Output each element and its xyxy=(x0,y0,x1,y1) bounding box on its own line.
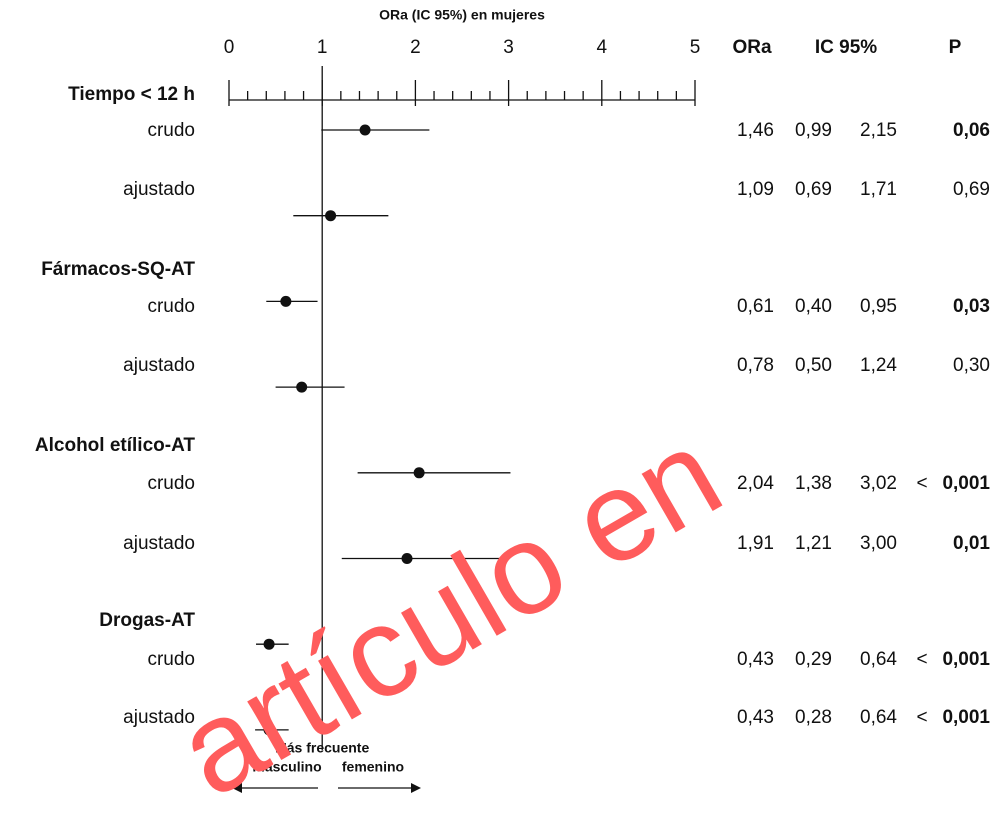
arrowhead xyxy=(232,783,242,793)
value-cell: 0,95 xyxy=(860,296,897,317)
value-cell: 0,43 xyxy=(737,707,774,728)
column-header: IC 95% xyxy=(815,37,877,58)
value-cell: 0,69 xyxy=(795,179,832,200)
p-value: 0,03 xyxy=(953,296,990,317)
row-label: ajustado xyxy=(123,179,195,200)
p-value: 0,001 xyxy=(942,649,990,670)
column-header: ORa xyxy=(732,37,772,58)
value-cell: 2,15 xyxy=(860,120,897,141)
chart-title: ORa (IC 95%) en mujeres xyxy=(379,7,545,23)
x-tick-label: 3 xyxy=(503,37,514,58)
column-header: P xyxy=(949,37,962,58)
value-cell: 0,64 xyxy=(860,707,897,728)
x-tick-label: 2 xyxy=(410,37,421,58)
row-label: crudo xyxy=(147,473,195,494)
x-tick-label: 1 xyxy=(317,37,328,58)
value-cell: 0,29 xyxy=(795,649,832,670)
value-cell: 1,09 xyxy=(737,179,774,200)
row-label: crudo xyxy=(147,649,195,670)
x-tick-label: 0 xyxy=(224,37,235,58)
row-label: ajustado xyxy=(123,533,195,554)
value-cell: 1,91 xyxy=(737,533,774,554)
p-sign: < xyxy=(916,707,927,728)
group-label: Fármacos-SQ-AT xyxy=(41,259,195,280)
estimate-dot xyxy=(325,210,337,222)
value-cell: 3,00 xyxy=(860,533,897,554)
p-sign: < xyxy=(916,649,927,670)
value-cell: 0,78 xyxy=(737,355,774,376)
estimate-dot xyxy=(280,295,292,307)
p-value: 0,69 xyxy=(953,179,990,200)
x-tick-label: 5 xyxy=(690,37,701,58)
estimate-dot xyxy=(359,124,371,136)
value-cell: 0,99 xyxy=(795,120,832,141)
value-cell: 0,64 xyxy=(860,649,897,670)
value-cell: 0,40 xyxy=(795,296,832,317)
value-cell: 0,61 xyxy=(737,296,774,317)
group-label: Tiempo < 12 h xyxy=(68,84,195,105)
estimate-dot xyxy=(263,638,275,650)
value-cell: 0,50 xyxy=(795,355,832,376)
p-sign: < xyxy=(916,473,927,494)
value-cell: 1,21 xyxy=(795,533,832,554)
value-cell: 1,38 xyxy=(795,473,832,494)
p-value: 0,01 xyxy=(953,533,990,554)
p-value: 0,30 xyxy=(953,355,990,376)
x-tick-label: 4 xyxy=(597,37,608,58)
value-cell: 1,46 xyxy=(737,120,774,141)
arrowhead xyxy=(411,783,421,793)
value-cell: 1,24 xyxy=(860,355,897,376)
value-cell: 2,04 xyxy=(737,473,774,494)
row-label: ajustado xyxy=(123,355,195,376)
value-cell: 3,02 xyxy=(860,473,897,494)
p-value: 0,06 xyxy=(953,120,990,141)
footer-right: femenino xyxy=(342,759,404,775)
value-cell: 0,28 xyxy=(795,707,832,728)
estimate-dot xyxy=(296,381,308,393)
row-label: crudo xyxy=(147,120,195,141)
estimate-dot xyxy=(263,724,275,736)
group-label: Drogas-AT xyxy=(99,610,195,631)
footer-title: Más frecuente xyxy=(275,740,369,756)
estimate-dot xyxy=(401,553,413,564)
p-value: 0,001 xyxy=(942,707,990,728)
watermark: artículo en xyxy=(155,402,744,825)
row-label: crudo xyxy=(147,296,195,317)
estimate-dot xyxy=(413,467,425,479)
row-label: ajustado xyxy=(123,707,195,728)
footer-left: masculino xyxy=(252,759,321,775)
value-cell: 1,71 xyxy=(860,179,897,200)
p-value: 0,001 xyxy=(942,473,990,494)
group-label: Alcohol etílico-AT xyxy=(35,435,195,456)
value-cell: 0,43 xyxy=(737,649,774,670)
